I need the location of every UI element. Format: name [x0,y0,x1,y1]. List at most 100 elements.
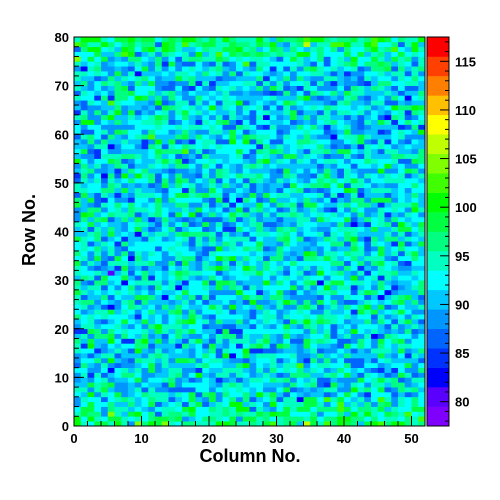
heatmap-cell [148,134,156,140]
heatmap-cell [161,197,169,203]
heatmap-cell [310,187,318,193]
heatmap-cell [357,231,365,237]
heatmap-cell [87,309,95,315]
heatmap-cell [148,372,156,378]
heatmap-cell [121,260,129,266]
heatmap-cell [134,192,142,198]
heatmap-cell [269,323,277,330]
heatmap-cell [256,85,264,91]
heatmap-cell [114,319,122,325]
heatmap-cell [290,178,298,184]
heatmap-cell [134,41,142,48]
heatmap-cell [195,255,203,262]
heatmap-cell [398,372,406,378]
heatmap-cell [188,338,196,344]
heatmap-cell [175,148,183,155]
heatmap-cell [317,46,325,52]
heatmap-cell [222,41,230,48]
heatmap-cell [188,231,196,237]
heatmap-cell [337,250,345,257]
heatmap-cell [242,411,250,417]
heatmap-cell [94,304,102,310]
heatmap-cell [330,71,338,77]
heatmap-cell [114,270,122,276]
heatmap-cell [303,119,311,125]
heatmap-cell [344,61,352,67]
heatmap-cell [202,396,210,403]
heatmap-cell [418,90,426,96]
heatmap-cell [161,187,169,193]
heatmap-cell [303,387,311,393]
heatmap-cell [377,134,385,140]
heatmap-cell [128,328,136,334]
heatmap-cell [303,66,311,72]
heatmap-cell [195,168,203,174]
heatmap-cell [155,246,163,252]
heatmap-cell [215,319,223,325]
heatmap-cell [242,37,250,43]
heatmap-cell [148,387,156,393]
heatmap-cell [80,182,88,189]
heatmap-cell [215,66,223,72]
heatmap-cell [222,75,230,82]
heatmap-cell [357,411,365,417]
heatmap-cell [121,90,129,96]
heatmap-cell [114,124,122,130]
heatmap-cell [398,207,406,213]
heatmap-cell [398,119,406,125]
heatmap-cell [209,265,217,271]
heatmap-cell [337,212,345,218]
heatmap-cell [94,328,102,334]
heatmap-cell [236,348,244,354]
heatmap-cell [128,212,136,218]
heatmap-cell [134,202,142,208]
heatmap-cell [269,139,277,145]
heatmap-cell [323,85,331,91]
heatmap-cell [330,226,338,232]
heatmap-cell [121,284,129,291]
heatmap-cell [364,304,372,310]
heatmap-cell [323,367,331,373]
heatmap-cell [114,202,122,208]
heatmap-cell [87,289,95,296]
heatmap-cell [128,421,136,427]
heatmap-cell [276,377,284,383]
heatmap-cell [236,148,244,155]
heatmap-cell [121,280,129,286]
heatmap-cell [134,309,142,315]
heatmap-cell [175,143,183,150]
heatmap-cell [263,353,271,359]
heatmap-cell [236,250,244,257]
heatmap-cell [411,41,419,48]
heatmap-cell [155,187,163,193]
heatmap-cell [269,231,277,237]
heatmap-cell [303,411,311,417]
heatmap-cell [74,90,82,96]
heatmap-cell [377,109,385,116]
heatmap-cell [209,41,217,48]
heatmap-cell [391,158,399,164]
heatmap-cell [377,158,385,164]
heatmap-cell [222,192,230,198]
heatmap-cell [398,421,406,427]
heatmap-cell [377,411,385,417]
heatmap-cell [148,100,156,106]
heatmap-cell [263,46,271,52]
heatmap-cell [350,202,358,208]
heatmap-cell [398,80,406,86]
heatmap-cell [128,338,136,344]
heatmap-cell [195,66,203,72]
heatmap-cell [418,139,426,145]
heatmap-cell [128,231,136,237]
heatmap-cell [418,197,426,203]
heatmap-cell [188,85,196,91]
heatmap-cell [222,100,230,106]
heatmap-cell [317,391,325,398]
heatmap-cell [276,216,284,223]
heatmap-cell [222,280,230,286]
heatmap-cell [195,221,203,227]
heatmap-cell [114,231,122,237]
heatmap-cell [175,212,183,218]
heatmap-cell [182,250,190,257]
heatmap-cell [269,187,277,193]
